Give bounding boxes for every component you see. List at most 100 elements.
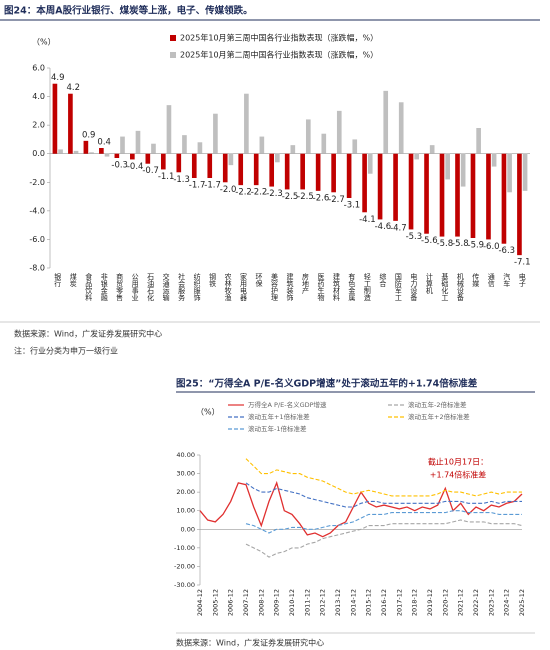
x-tick-label: 2008-12 bbox=[257, 589, 265, 616]
legend-label: 滚动五年-2倍标准差 bbox=[408, 400, 467, 409]
x-tick-label: 商贸零售 bbox=[116, 272, 124, 302]
data-label: -2.5 bbox=[282, 192, 299, 202]
data-label: -2.2 bbox=[251, 188, 268, 198]
data-label: -0.7 bbox=[142, 166, 159, 176]
source: 数据来源：Wind，广发证券发展研究中心 bbox=[14, 329, 162, 339]
data-label: -1.7 bbox=[204, 181, 221, 191]
x-tick-label: 传媒 bbox=[472, 272, 480, 288]
data-label: -6.0 bbox=[483, 242, 500, 252]
bar bbox=[120, 136, 125, 154]
legend-swatch bbox=[170, 35, 176, 41]
y-tick-label: -10.00 bbox=[174, 544, 195, 552]
x-tick-label: 2014-12 bbox=[349, 589, 357, 616]
data-label: -4.1 bbox=[359, 215, 376, 225]
y-tick-label: -6.0 bbox=[29, 235, 45, 244]
legend-swatch bbox=[170, 52, 176, 58]
data-label: -3.1 bbox=[344, 201, 361, 211]
bar bbox=[166, 105, 172, 154]
bar bbox=[455, 153, 460, 237]
x-tick-label: 2020-12 bbox=[441, 589, 449, 616]
x-tick-label: 2025-12 bbox=[518, 589, 526, 616]
x-tick-label: 环保 bbox=[255, 273, 263, 288]
x-tick-label: 2018-12 bbox=[411, 589, 419, 616]
bar bbox=[522, 153, 528, 191]
data-label: -5.3 bbox=[406, 232, 423, 242]
x-tick-label: 2022-12 bbox=[472, 589, 480, 616]
bar bbox=[135, 130, 141, 154]
bar bbox=[393, 153, 398, 221]
x-tick-label: 2016-12 bbox=[380, 589, 388, 616]
legend-label: 滚动五年+1倍标准差 bbox=[248, 412, 310, 421]
bar bbox=[362, 153, 367, 213]
bar bbox=[470, 153, 476, 238]
data-label: -5.8 bbox=[437, 239, 454, 249]
x-tick-label: 计算机 bbox=[425, 272, 433, 295]
y-tick-label: -30.00 bbox=[174, 581, 195, 589]
y-tick-label: -2.0 bbox=[29, 178, 45, 187]
x-tick-label: 2015-12 bbox=[365, 589, 373, 616]
legend-label: 滚动五年-1倍标准差 bbox=[248, 424, 307, 433]
bar bbox=[104, 153, 110, 157]
bar bbox=[517, 153, 522, 256]
x-tick-label: 食品饮料 bbox=[85, 272, 93, 302]
data-label: -1.3 bbox=[173, 175, 190, 185]
bar bbox=[83, 140, 89, 154]
x-tick-label: 2013-12 bbox=[334, 589, 342, 616]
bar bbox=[114, 153, 120, 158]
bar bbox=[284, 153, 290, 190]
data-label: -1.1 bbox=[158, 172, 175, 182]
x-tick-label: 2006-12 bbox=[227, 589, 235, 616]
data-label: -7.1 bbox=[514, 258, 531, 268]
bar bbox=[315, 153, 321, 191]
x-tick-label: 机械设备 bbox=[456, 272, 464, 302]
bar bbox=[151, 143, 156, 154]
data-label: -2.0 bbox=[220, 185, 237, 195]
source: 数据来源：Wind，广发证券发展研究中心 bbox=[176, 638, 324, 648]
bar bbox=[290, 145, 296, 154]
x-tick-label: 2009-12 bbox=[273, 589, 281, 616]
x-tick-label: 建筑装饰 bbox=[286, 272, 294, 302]
bar bbox=[445, 153, 450, 180]
x-tick-label: 美容护理 bbox=[271, 272, 279, 301]
y-tick-label: 0.0 bbox=[32, 149, 45, 158]
data-label: 4.2 bbox=[66, 83, 80, 93]
bar bbox=[176, 153, 182, 173]
bar bbox=[207, 153, 213, 178]
bar bbox=[269, 153, 275, 187]
y-tick-label: 6.0 bbox=[32, 64, 45, 73]
y-tick-label: 0.00 bbox=[181, 525, 195, 533]
x-tick-label: 银行 bbox=[54, 272, 62, 288]
bar bbox=[408, 153, 414, 230]
bar bbox=[89, 152, 94, 154]
bar bbox=[275, 153, 280, 163]
y-tick-label: -4.0 bbox=[29, 206, 45, 215]
data-label: -1.7 bbox=[189, 181, 206, 191]
legend-label: 万得全A P/E-名义GDP增速 bbox=[248, 400, 327, 409]
line-series bbox=[245, 482, 522, 508]
bar bbox=[259, 136, 265, 154]
x-tick-label: 综合 bbox=[379, 272, 387, 288]
x-tick-label: 医药生物 bbox=[317, 273, 325, 302]
data-label: -5.9 bbox=[468, 241, 485, 251]
bar bbox=[58, 149, 63, 154]
x-tick-label: 2021-12 bbox=[457, 589, 465, 616]
data-label: -2.2 bbox=[235, 188, 252, 198]
annotation: +1.74倍标准差 bbox=[430, 470, 487, 480]
x-tick-label: 国防军工 bbox=[394, 273, 402, 301]
y-tick-label: 40.00 bbox=[176, 451, 195, 459]
legend-label: 2025年10月第二周中国各行业指数表现（涨跌幅，%） bbox=[180, 50, 378, 60]
x-tick-label: 通信 bbox=[487, 272, 495, 288]
x-tick-label: 煤炭 bbox=[69, 272, 77, 288]
bar bbox=[367, 153, 373, 174]
bar bbox=[331, 153, 336, 193]
data-label: -2.7 bbox=[328, 195, 345, 205]
x-tick-label: 社会服务 bbox=[178, 272, 186, 302]
data-label: -4.6 bbox=[375, 222, 392, 232]
data-label: -5.8 bbox=[452, 239, 469, 249]
x-tick-label: 石油石化 bbox=[147, 273, 155, 302]
x-tick-label: 轻工制造 bbox=[363, 272, 371, 302]
data-label: -2.6 bbox=[313, 193, 330, 203]
x-tick-label: 钢铁 bbox=[209, 272, 217, 288]
bar bbox=[346, 153, 352, 198]
bar bbox=[182, 135, 187, 154]
